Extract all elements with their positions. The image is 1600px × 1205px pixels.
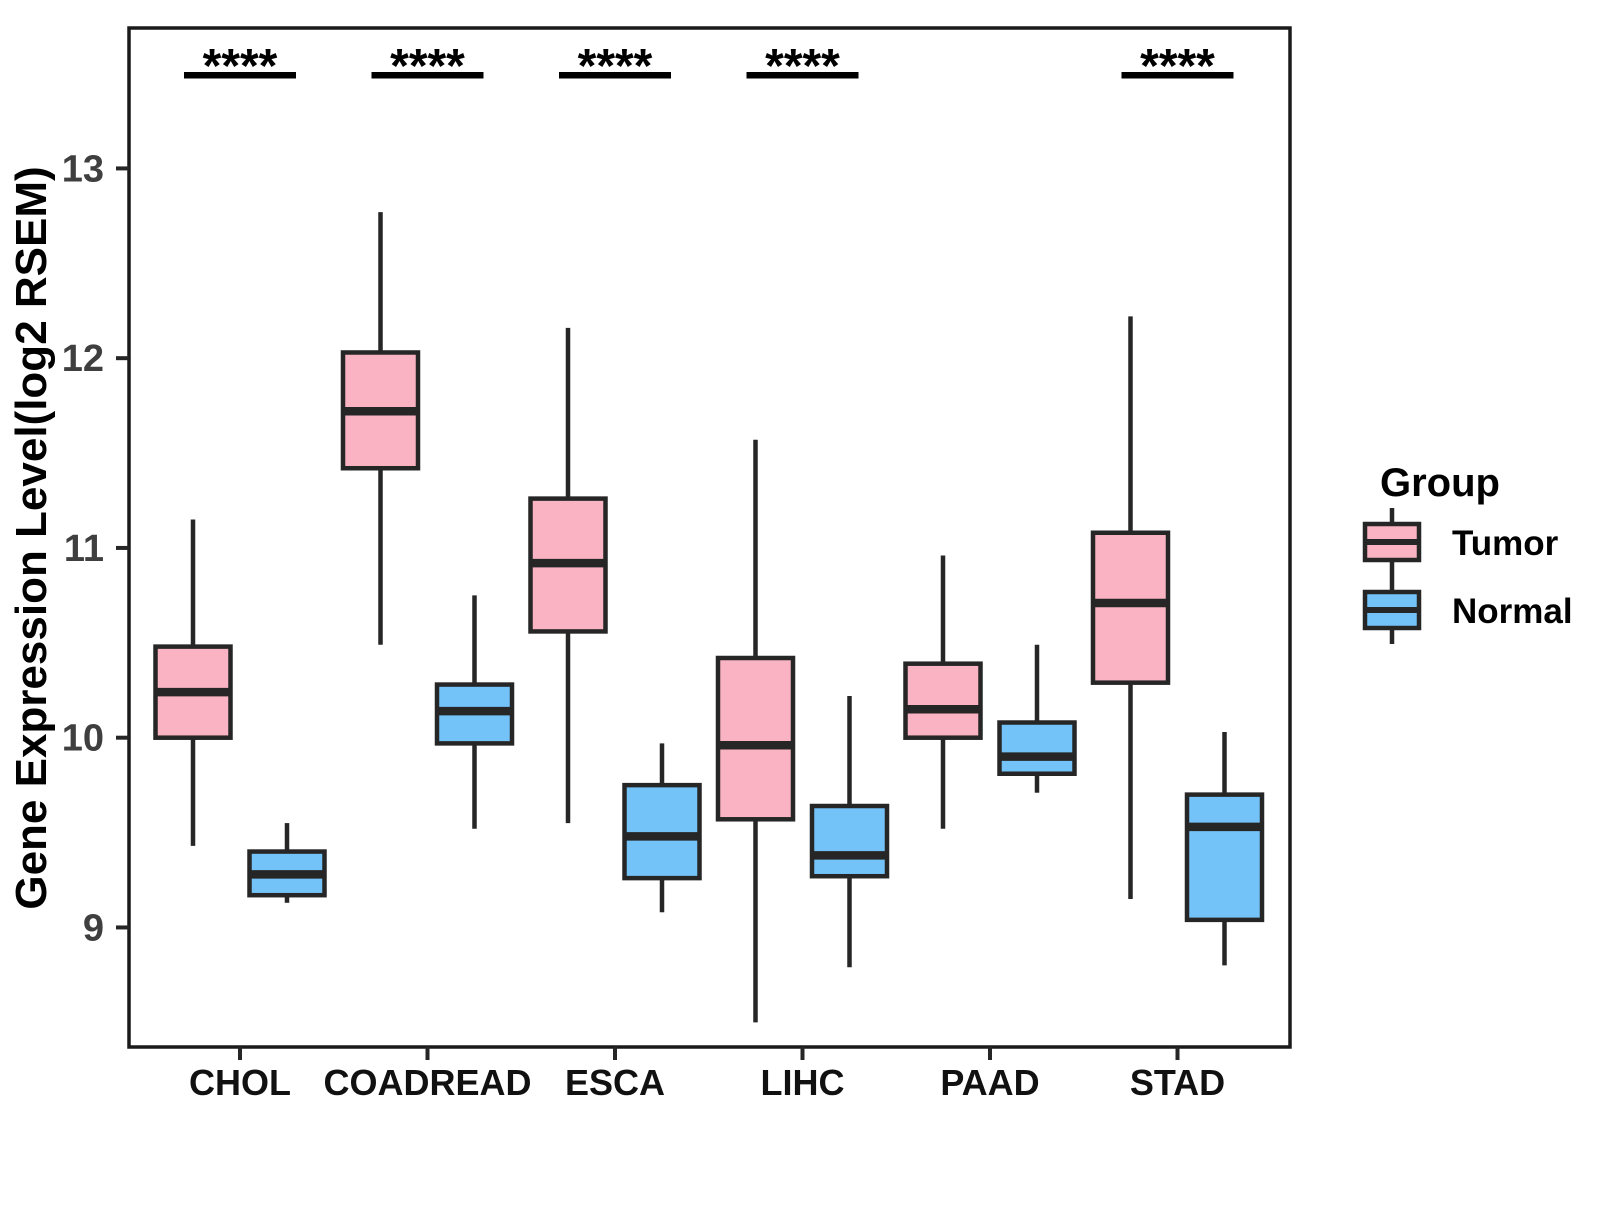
x-label-CHOL: CHOL [189,1062,291,1103]
iqr-box [1090,530,1171,685]
box-CHOL-Tumor [153,519,233,846]
y-tick-label-12: 12 [62,338,104,380]
y-tick-label-13: 13 [62,148,104,190]
legend-title: Group [1380,461,1500,505]
box-STAD-Normal [1184,732,1265,966]
significance-STAD: **** [1121,40,1234,93]
y-tick-label-11: 11 [64,528,104,570]
significance-bar [746,72,859,79]
significance-bar [1121,72,1234,79]
legend-label-normal: Normal [1452,592,1573,631]
y-tick-label-10: 10 [62,718,104,760]
plot-panel-border [127,26,1292,1049]
legend-entry-tumor: Tumor [1362,508,1559,576]
legend-entry-normal: Normal [1362,576,1573,644]
tumor-boxplot-key-icon [1362,508,1422,576]
normal-boxplot-key-icon [1362,576,1422,644]
x-label-PAAD: PAAD [940,1062,1039,1103]
box-CHOL-Normal [247,823,327,903]
iqr-box [715,655,796,822]
y-tick-label-9: 9 [83,907,104,949]
significance-stars: **** [578,40,653,93]
x-label-ESCA: ESCA [565,1062,665,1103]
significance-bar [559,72,671,79]
y-axis-title: Gene Expression Level(log2 RSEM) [7,166,56,909]
box-ESCA-Normal [622,743,702,913]
significance-ESCA: **** [559,40,671,93]
legend: Group Tumor Normal [1362,461,1573,644]
legend-label-tumor: Tumor [1452,524,1559,563]
significance-bar [184,72,296,79]
iqr-box [809,803,890,879]
significance-stars: **** [203,40,278,93]
box-PAAD-Tumor [903,555,983,829]
significance-CHOL: **** [184,40,296,93]
iqr-box [1184,792,1265,923]
significance-marks: **** **** **** **** **** [184,40,1234,93]
x-axis: CHOL COADREAD ESCA LIHC PAAD STAD [189,1047,1225,1103]
significance-COADREAD: **** [371,40,484,93]
significance-stars: **** [1140,40,1215,93]
box-COADREAD-Normal [434,595,515,829]
box-LIHC-Normal [809,695,890,968]
iqr-box [903,661,983,740]
iqr-box [997,720,1077,776]
significance-stars: **** [390,40,465,93]
x-label-LIHC: LIHC [761,1062,845,1103]
iqr-box [622,782,702,881]
boxplot-series [153,212,1265,1023]
significance-bar [371,72,484,79]
box-STAD-Tumor [1090,316,1171,899]
x-label-STAD: STAD [1130,1062,1225,1103]
significance-LIHC: **** [746,40,859,93]
significance-stars: **** [765,40,840,93]
box-PAAD-Normal [997,644,1077,793]
box-LIHC-Tumor [715,439,796,1023]
x-label-COADREAD: COADREAD [323,1062,531,1103]
y-axis: 9 10 11 12 13 [62,148,129,949]
box-COADREAD-Tumor [340,212,421,645]
box-ESCA-Tumor [528,327,608,824]
